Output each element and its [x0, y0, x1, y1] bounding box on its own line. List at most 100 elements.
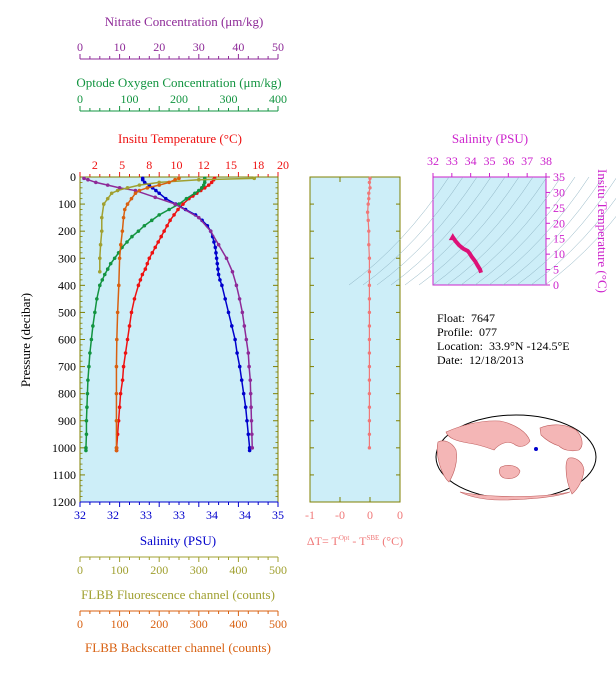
ts-isopycnal-line [376, 176, 478, 286]
map-north-america [539, 424, 583, 452]
profile-series [82, 176, 257, 453]
tick-label: 500 [269, 617, 287, 631]
pressure-tick-label: 600 [58, 333, 76, 347]
ts-y-tick-label: 15 [553, 232, 565, 246]
tick-label: 32 [107, 508, 119, 522]
optode-oxygen-point [130, 234, 134, 239]
insitu-temperature-point [136, 283, 141, 288]
insitu-temperature-point [176, 207, 180, 212]
flbb-backscatter-line [115, 177, 180, 451]
delta-t-point [367, 297, 372, 301]
ts-x-tick-label: 38 [540, 154, 552, 168]
optode-oxygen-point [86, 378, 90, 382]
salinity-point [154, 188, 158, 193]
salinity-point [245, 418, 249, 423]
delta-t-point [367, 351, 372, 355]
salinity-point [216, 272, 221, 277]
optode-oxygen-point [201, 183, 206, 187]
insitu-temperature-point [159, 234, 163, 239]
flbb-backscatter-point [167, 180, 171, 185]
insitu-temperature-point [145, 261, 150, 266]
flbb-fluorescence-point [125, 186, 130, 190]
delta-t-point [368, 176, 372, 181]
ts-y-tick-label: 20 [553, 216, 565, 230]
world-map [435, 414, 597, 501]
tick-label: 0 [77, 563, 83, 577]
tick-label: 32 [74, 508, 86, 522]
flbb-fluorescence-point [137, 183, 142, 187]
tick-label: 30 [193, 40, 205, 54]
pressure-tick-label: 200 [58, 224, 76, 238]
tick-label: 34 [239, 508, 251, 522]
insitu-temperature-point [140, 272, 145, 277]
delta-t-point [367, 191, 371, 195]
nitrate-point [230, 269, 235, 274]
insitu-temperature-point [153, 245, 158, 250]
ts-title: Salinity (PSU) [452, 131, 528, 146]
optode-oxygen-point [84, 432, 89, 437]
flbb-fluorescence-point [98, 256, 102, 261]
salinity-point [237, 364, 242, 369]
delta-t-point [367, 310, 372, 315]
optode-oxygen-point [105, 267, 110, 271]
ts-y-tick-label: 25 [553, 201, 565, 215]
insitu-temperature-point [129, 310, 134, 315]
pressure-tick-label: 500 [58, 305, 76, 319]
tick-label: 200 [170, 92, 188, 106]
delta-t-point [367, 196, 371, 201]
oxygen-axis-label: Optode Oxygen Concentration (μm/kg) [76, 75, 281, 90]
delta-t-point [367, 229, 371, 233]
optode-oxygen-point [85, 391, 90, 396]
delta-t-point [367, 419, 372, 423]
insitu-temperature-point [172, 213, 176, 217]
tick-label: 0 [77, 92, 83, 106]
flbb-backscatter-point [125, 202, 130, 206]
nitrate-point [240, 310, 245, 315]
insitu-temperature-point [132, 297, 137, 301]
salinity-point [235, 351, 239, 355]
backscatter-axis: 0 100 200 300 400 500 [77, 610, 287, 631]
flbb-fluorescence-point [99, 229, 104, 233]
date-line: Date: 12/18/2013 [437, 353, 570, 367]
optode-oxygen-point [84, 418, 89, 423]
optode-oxygen-point [87, 364, 91, 369]
pressure-tick-label: 700 [58, 360, 76, 374]
insitu-temperature-point [143, 267, 148, 271]
insitu-temperature-point [168, 218, 172, 223]
ts-y-tick-label: 10 [553, 247, 565, 261]
optode-oxygen-point [142, 223, 147, 228]
ts-x-tick-label: 37 [521, 154, 533, 168]
insitu-temperature-point [162, 229, 166, 233]
delta-t-axis-label: ΔT= TOpt - TSBE (°C) [307, 534, 403, 548]
salinity-point [246, 432, 251, 437]
flbb-backscatter-point [129, 196, 134, 201]
salinity-point [239, 378, 244, 382]
salinity-point [157, 191, 161, 196]
tick-label: 33 [140, 508, 152, 522]
flbb-fluorescence-point [157, 180, 161, 185]
optode-oxygen-point [95, 297, 99, 301]
ts-isopycnal-line [502, 176, 604, 286]
tick-label: 500 [269, 563, 287, 577]
nitrate-point [248, 378, 253, 382]
tick-label: 200 [150, 563, 168, 577]
flbb-backscatter-point [114, 448, 119, 453]
optode-oxygen-point [197, 188, 201, 193]
ts-isopycnals [348, 176, 616, 286]
nitrate-point [216, 242, 221, 247]
optode-oxygen-point [157, 213, 161, 217]
salinity-point [214, 251, 218, 255]
ts-y-tick-label: 5 [553, 263, 559, 277]
ts-isopycnal-line [460, 176, 562, 286]
nitrate-point [224, 256, 229, 261]
optode-oxygen-point [93, 310, 97, 315]
date-value: 12/18/2013 [469, 353, 524, 367]
delta-t-tick-label: 0 [397, 508, 403, 522]
optode-oxygen-point [89, 337, 94, 342]
nitrate-point [173, 202, 177, 206]
ts-x-tick-label: 33 [446, 154, 458, 168]
oxygen-axis: 0 100 200 300 400 [77, 92, 287, 112]
nitrate-point [249, 405, 253, 410]
